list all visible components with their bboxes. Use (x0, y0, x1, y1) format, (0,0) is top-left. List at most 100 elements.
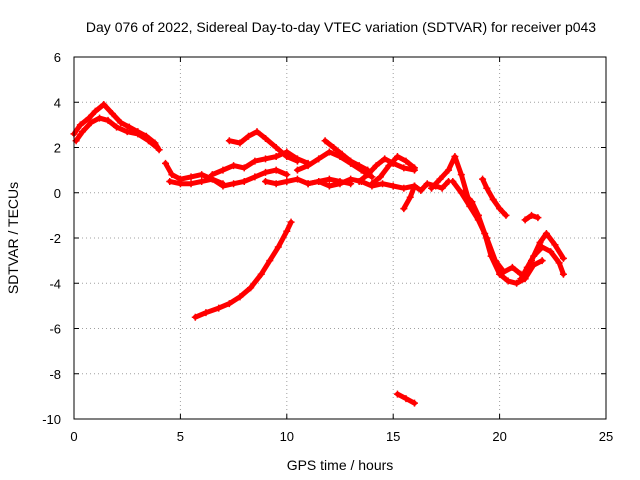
data-point (502, 211, 510, 219)
data-point (283, 177, 291, 185)
data-point (400, 164, 408, 172)
data-point (244, 132, 252, 140)
data-point (293, 157, 301, 165)
data-point (187, 180, 195, 188)
data-point (508, 263, 516, 271)
data-point (483, 184, 491, 192)
data-point (393, 153, 401, 161)
data-point (215, 304, 223, 312)
data-point (219, 166, 227, 174)
data-point (134, 130, 142, 138)
x-tick-label: 5 (177, 429, 184, 444)
series-arc-22 (393, 390, 418, 407)
data-point (125, 123, 133, 131)
data-point (153, 144, 161, 151)
data-point (547, 248, 555, 256)
data-point (417, 186, 425, 194)
data-point (481, 229, 489, 237)
data-point (202, 309, 210, 317)
data-point (272, 166, 280, 174)
data-point (393, 390, 401, 398)
data-point (402, 395, 410, 403)
data-point (428, 184, 436, 192)
data-series (70, 101, 567, 407)
data-point (266, 257, 274, 265)
data-point (521, 216, 529, 224)
data-point (376, 173, 384, 181)
data-point (247, 284, 255, 292)
x-tick-label: 0 (70, 429, 77, 444)
data-point (144, 137, 152, 145)
data-point (272, 180, 280, 188)
data-point (457, 171, 465, 179)
data-point (315, 177, 323, 185)
y-tick-label: -6 (49, 322, 61, 337)
data-point (347, 157, 355, 165)
data-point (423, 180, 431, 188)
data-point (293, 175, 301, 183)
data-point (445, 166, 453, 174)
y-tick-label: 2 (54, 141, 61, 156)
series-band (73, 115, 160, 150)
data-point (528, 257, 536, 265)
data-point (364, 171, 372, 179)
data-point (225, 137, 233, 145)
y-tick-label: -8 (49, 367, 61, 382)
series-arc-13 (400, 177, 453, 213)
data-point (272, 144, 280, 151)
data-point (262, 177, 270, 185)
data-point (251, 173, 259, 181)
data-point (528, 211, 536, 219)
data-point (100, 101, 108, 109)
data-point (187, 173, 195, 181)
data-point (459, 189, 467, 197)
data-point (496, 270, 504, 278)
data-point (219, 182, 227, 190)
data-point (436, 175, 444, 183)
data-point (487, 252, 495, 260)
data-point (293, 166, 301, 174)
x-axis-title: GPS time / hours (287, 457, 394, 473)
data-point (451, 153, 459, 161)
data-point (168, 171, 176, 179)
data-point (236, 139, 244, 147)
series-band (480, 176, 509, 218)
data-point (542, 229, 550, 237)
data-point (449, 177, 457, 185)
data-point (79, 128, 87, 136)
data-point (108, 110, 116, 118)
data-point (230, 162, 238, 170)
data-point (385, 162, 393, 170)
series-arc-2 (72, 114, 161, 151)
data-point (325, 148, 333, 156)
data-point (176, 180, 184, 188)
series-arc-10 (321, 137, 372, 174)
data-point (104, 116, 112, 124)
data-point (191, 313, 199, 321)
data-point (381, 155, 389, 163)
y-tick-label: 6 (54, 50, 61, 65)
data-point (113, 123, 121, 131)
data-point (283, 153, 291, 161)
series-arc-12 (368, 153, 418, 188)
data-point (338, 150, 346, 158)
y-axis-title: SDTVAR / TECUs (5, 182, 21, 294)
data-point (272, 153, 280, 161)
series-arc-6 (225, 128, 301, 165)
data-point (240, 177, 248, 185)
data-point (504, 277, 512, 285)
data-point (208, 171, 216, 179)
data-point (479, 175, 487, 183)
data-point (87, 119, 95, 127)
data-point (257, 270, 265, 278)
data-point (536, 239, 544, 247)
data-point (240, 164, 248, 172)
data-point (389, 182, 397, 190)
data-point (330, 144, 338, 151)
data-point (91, 107, 99, 115)
data-point (402, 157, 410, 165)
series-arc-19 (528, 229, 567, 265)
x-tick-label: 10 (280, 429, 294, 444)
